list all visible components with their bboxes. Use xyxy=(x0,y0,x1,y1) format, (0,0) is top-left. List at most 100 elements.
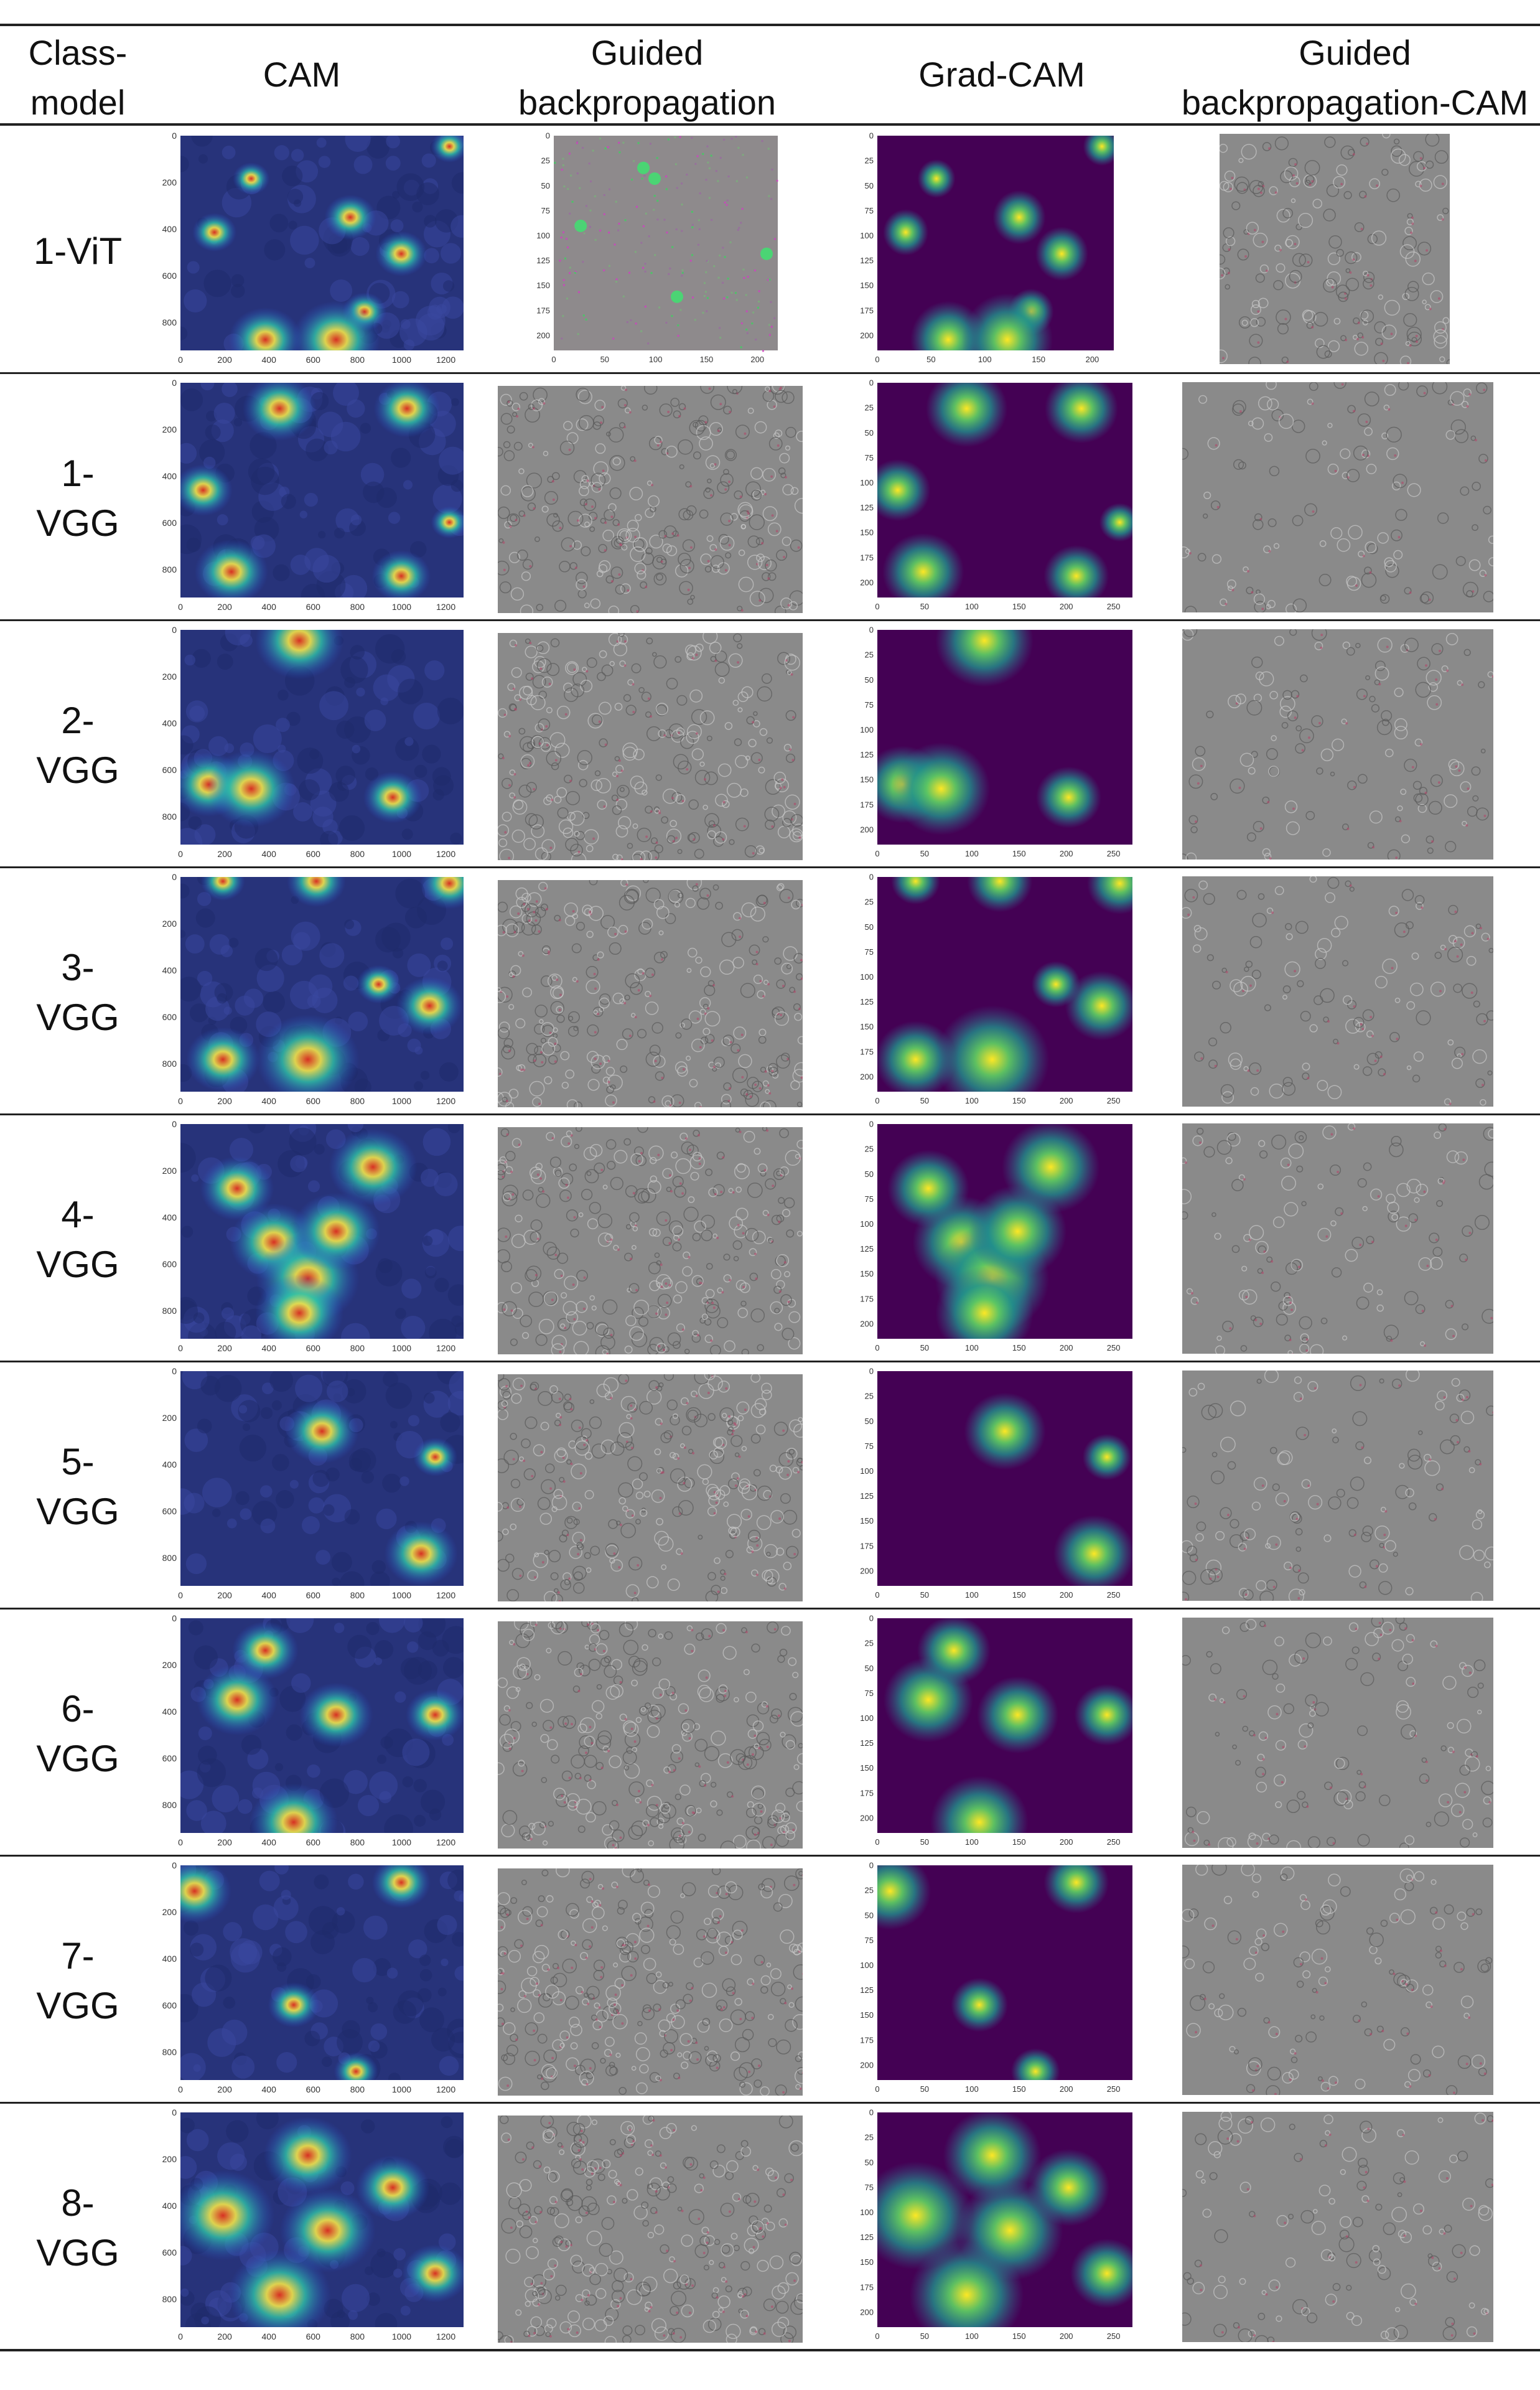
edge-feature xyxy=(1369,810,1383,824)
edge-feature xyxy=(546,663,560,677)
edge-feature xyxy=(1314,1702,1329,1717)
edge-dot xyxy=(587,1623,590,1626)
edge-feature xyxy=(1405,1371,1420,1382)
edge-feature xyxy=(1439,356,1445,363)
edge-feature xyxy=(1411,337,1417,343)
edge-feature xyxy=(675,1032,682,1039)
edge-feature xyxy=(518,510,525,517)
edge-dot xyxy=(743,825,746,828)
edge-dot xyxy=(582,1307,586,1310)
edge-dot xyxy=(1460,943,1463,946)
edge-feature xyxy=(741,686,754,698)
edge-feature xyxy=(1414,738,1423,747)
edge-feature xyxy=(665,913,676,924)
edge-dot xyxy=(523,1995,526,1998)
edge-feature xyxy=(499,581,511,594)
pixel-speck xyxy=(608,265,610,267)
pixel-speck xyxy=(722,298,725,300)
edge-dot xyxy=(579,1539,582,1542)
edge-dot xyxy=(736,1477,739,1480)
header-gradcam-text: Grad-CAM xyxy=(918,55,1085,94)
edge-feature xyxy=(1444,1098,1452,1106)
edge-feature xyxy=(1363,1162,1372,1171)
edge-feature xyxy=(519,1663,526,1670)
edge-dot xyxy=(503,1952,506,1955)
texture-blob xyxy=(439,1062,459,1082)
edge-dot xyxy=(630,1446,633,1450)
edge-feature xyxy=(1304,160,1320,176)
edge-dot xyxy=(519,1574,522,1577)
edge-dot xyxy=(554,1042,557,1045)
edge-feature xyxy=(1447,1722,1454,1729)
texture-blob xyxy=(301,584,325,598)
edge-feature xyxy=(1442,207,1449,215)
edge-feature xyxy=(1463,1446,1470,1453)
edge-feature xyxy=(1224,171,1236,182)
edge-feature xyxy=(688,799,699,810)
edge-feature xyxy=(788,1448,795,1455)
edge-feature xyxy=(1203,491,1211,500)
edge-feature xyxy=(681,1141,694,1155)
edge-feature xyxy=(1434,1132,1441,1139)
edge-dot xyxy=(1395,856,1398,860)
edge-dot xyxy=(1184,1598,1187,1601)
edge-feature xyxy=(754,1398,767,1410)
texture-blob xyxy=(376,487,397,508)
gradcam-hotspot xyxy=(877,1021,957,1092)
edge-feature xyxy=(717,1380,730,1393)
edge-feature xyxy=(620,1395,637,1412)
edge-feature xyxy=(655,1418,663,1426)
texture-blob xyxy=(374,1657,383,1666)
edge-feature xyxy=(543,1591,558,1601)
pixel-speck xyxy=(762,350,764,352)
edge-dot xyxy=(1257,310,1260,313)
edge-feature xyxy=(506,400,513,407)
edge-dot xyxy=(1248,1239,1251,1242)
edge-feature xyxy=(604,1664,617,1678)
edge-dot xyxy=(1411,766,1414,769)
edge-feature xyxy=(639,1509,648,1517)
texture-blob xyxy=(447,1869,464,1891)
edge-feature xyxy=(528,443,533,448)
edge-dot xyxy=(1441,218,1444,221)
edge-dot xyxy=(1406,362,1409,364)
edge-dot xyxy=(684,1709,688,1712)
edge-feature xyxy=(756,1732,770,1746)
texture-blob xyxy=(404,737,414,746)
pixel-speck xyxy=(570,174,572,177)
texture-blob xyxy=(307,994,321,1008)
edge-feature xyxy=(632,1597,639,1601)
row-label-line: 4- xyxy=(61,1193,95,1235)
edge-feature xyxy=(791,1529,801,1538)
edge-feature xyxy=(647,1180,661,1194)
edge-dot xyxy=(653,1100,656,1103)
edge-feature xyxy=(550,1001,564,1015)
edge-feature xyxy=(1374,352,1388,364)
edge-feature xyxy=(1345,1249,1358,1262)
edge-feature xyxy=(520,486,536,502)
edge-feature xyxy=(1282,208,1294,218)
edge-feature xyxy=(1286,821,1300,835)
edge-dot xyxy=(591,505,594,508)
edge-feature xyxy=(1405,921,1414,930)
edge-feature xyxy=(776,1280,785,1290)
edge-feature xyxy=(603,1377,619,1393)
edge-feature xyxy=(502,1184,518,1201)
edge-feature xyxy=(730,1043,741,1054)
edge-feature xyxy=(1238,157,1244,163)
edge-feature xyxy=(538,1186,544,1193)
edge-feature xyxy=(683,1994,693,2004)
edge-feature xyxy=(639,1400,653,1415)
edge-dot xyxy=(688,1255,691,1258)
edge-dot xyxy=(800,1076,803,1079)
pixel-speck xyxy=(665,322,668,324)
edge-dot xyxy=(1452,1334,1455,1338)
edge-feature xyxy=(594,400,606,411)
edge-feature xyxy=(670,1910,684,1924)
edge-feature xyxy=(602,1925,608,1931)
edge-dot xyxy=(724,1572,727,1575)
edge-feature xyxy=(780,1732,786,1738)
edge-feature xyxy=(543,2049,557,2063)
edge-feature xyxy=(559,441,575,456)
edge-dot xyxy=(1484,574,1487,577)
